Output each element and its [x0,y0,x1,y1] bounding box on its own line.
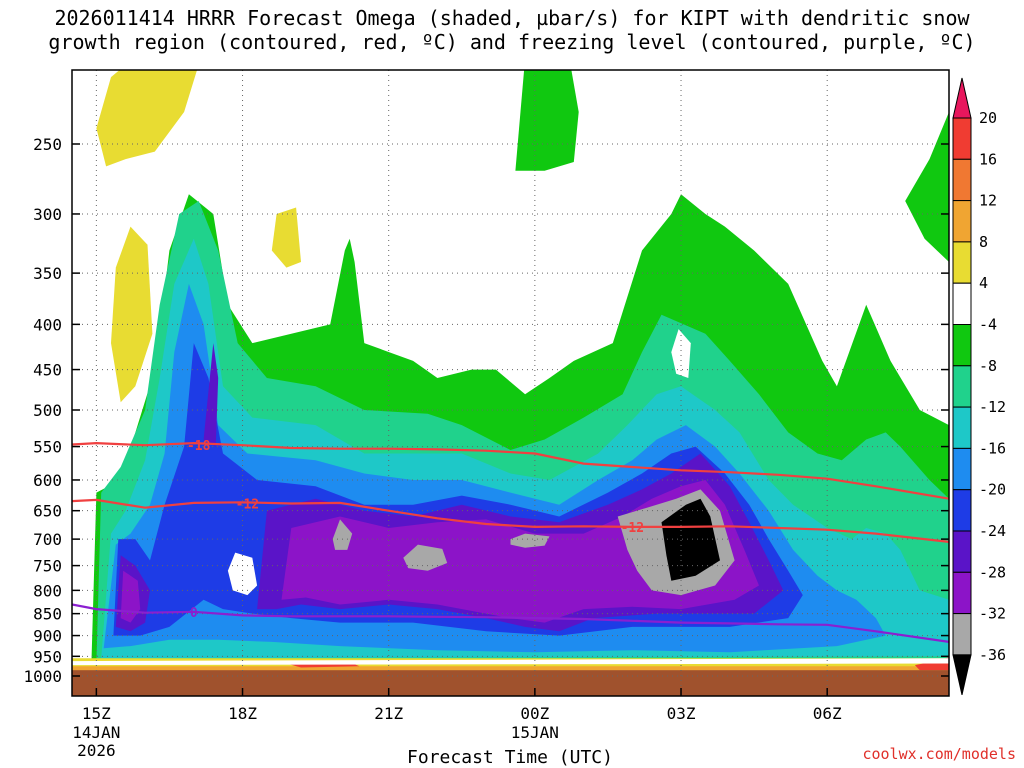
y-tick-label-750: 750 [33,557,62,576]
y-tick-label-300: 300 [33,205,62,224]
omega-region-neg32-12 [332,519,353,550]
temperature-contours: -18 -12 -12 0 [72,439,949,643]
colorbar-label-0: 20 [979,109,997,127]
colorbar-swatch-2 [952,158,972,202]
omega-region-neutral-band [72,658,949,666]
contour-label-0: -18 [187,439,211,454]
omega-region-neutral-17 [227,552,258,596]
x-tick-label-15Z: 15Z [82,704,111,723]
colorbar-label-13: -36 [979,646,1006,664]
colorbar-label-6: -8 [979,357,997,375]
x-tick-date-00Z: 15JAN [511,723,559,742]
y-tick-label-850: 850 [33,605,62,624]
omega-region-4-19 [96,70,198,167]
y-tick-label-800: 800 [33,581,62,600]
colorbar-label-2: 12 [979,192,997,210]
colorbar-swatch-8 [952,406,972,449]
y-tick-label-700: 700 [33,530,62,549]
colorbar-swatch-10 [952,489,972,532]
colorbar-label-12: -32 [979,605,1006,623]
colorbar-swatch-4 [952,241,972,284]
omega-region-neg36-16 [661,498,720,581]
contour-label-1: -12 [236,498,259,513]
omega-shading [72,70,949,695]
y-tick-label-500: 500 [33,401,62,420]
colorbar-swatch-3 [952,200,972,243]
colorbar-swatch-12 [952,571,972,615]
colorbar-swatch-9 [952,447,972,491]
y-tick-label-250: 250 [33,135,62,154]
x-tick-label-18Z: 18Z [228,704,257,723]
y-tick-label-550: 550 [33,438,62,457]
chart-title: 2026011414 HRRR Forecast Omega (shaded, … [0,6,1024,54]
omega-region-neg32-13 [403,544,448,571]
y-tick-label-450: 450 [33,361,62,380]
colorbar-label-11: -28 [979,563,1006,581]
colorbar-label-8: -16 [979,439,1006,457]
y-tick-label-350: 350 [33,264,62,283]
omega-region-neg4-1 [515,70,579,171]
pressure-axis: 250 300 350 400 450 500 550 600 650 700 750 800 850 9… [23,135,949,686]
chart-title-line1: 2026011414 HRRR Forecast Omega (shaded, … [54,6,970,30]
contour-0 [72,603,949,643]
credit-text: coolwx.com/models [862,745,1016,763]
omega-region-neg28-10 [120,570,141,623]
colorbar-swatch-11 [952,530,972,573]
omega-region-neg32-14 [510,533,550,548]
colorbar-swatch-7 [952,365,972,408]
plot-frame [71,69,950,697]
colorbar-label-7: -12 [979,398,1006,416]
gridlines [72,70,949,696]
x-tick-label-21Z: 21Z [374,704,403,723]
x-tick-year-15Z: 2026 [77,741,116,760]
x-tick-label-06Z: 06Z [813,704,842,723]
x-tick-label-00Z: 00Z [520,704,549,723]
colorbar-bottom-arrow [952,654,972,696]
colorbar-swatch-5 [952,282,972,326]
y-tick-label-600: 600 [33,471,62,490]
x-tick-label-03Z: 03Z [667,704,696,723]
colorbar-label-10: -24 [979,522,1006,540]
colorbar-label-4: 4 [979,274,988,292]
colorbar-top-arrow [952,77,972,119]
x-axis-label: Forecast Time (UTC) [407,747,613,768]
omega-region-4-20 [111,226,153,403]
colorbar: 20 16 12 8 4 -4 -8 -12 -16 -20 -24 -28 -32 -36 [952,77,1006,696]
contour--18 [72,441,949,500]
x-tick-date-15Z: 14JAN [72,723,120,742]
ground-surface [72,670,949,696]
omega-region-neutral-18 [671,329,691,378]
contour-label-3: 0 [190,606,198,621]
y-tick-label-1000: 1000 [23,667,62,686]
colorbar-label-9: -20 [979,481,1006,499]
omega-region-4-21 [271,207,301,268]
y-tick-label-950: 950 [33,647,62,666]
colorbar-label-3: 8 [979,233,988,251]
contour--12 [72,498,949,543]
colorbar-swatch-6 [952,324,972,367]
chart-title-line2: growth region (contoured, red, ºC) and f… [48,30,976,54]
terrain-fill [72,670,949,696]
omega-region-neg4-2 [905,112,949,262]
y-tick-label-400: 400 [33,315,62,334]
colorbar-label-1: 16 [979,150,997,168]
colorbar-swatch-13 [952,613,972,656]
y-tick-label-650: 650 [33,502,62,521]
contour-label-2: -12 [621,521,644,536]
colorbar-label-5: -4 [979,316,997,334]
omega-region-neg24-9 [203,343,219,447]
colorbar-swatch-1 [952,117,972,160]
y-tick-label-900: 900 [33,627,62,646]
